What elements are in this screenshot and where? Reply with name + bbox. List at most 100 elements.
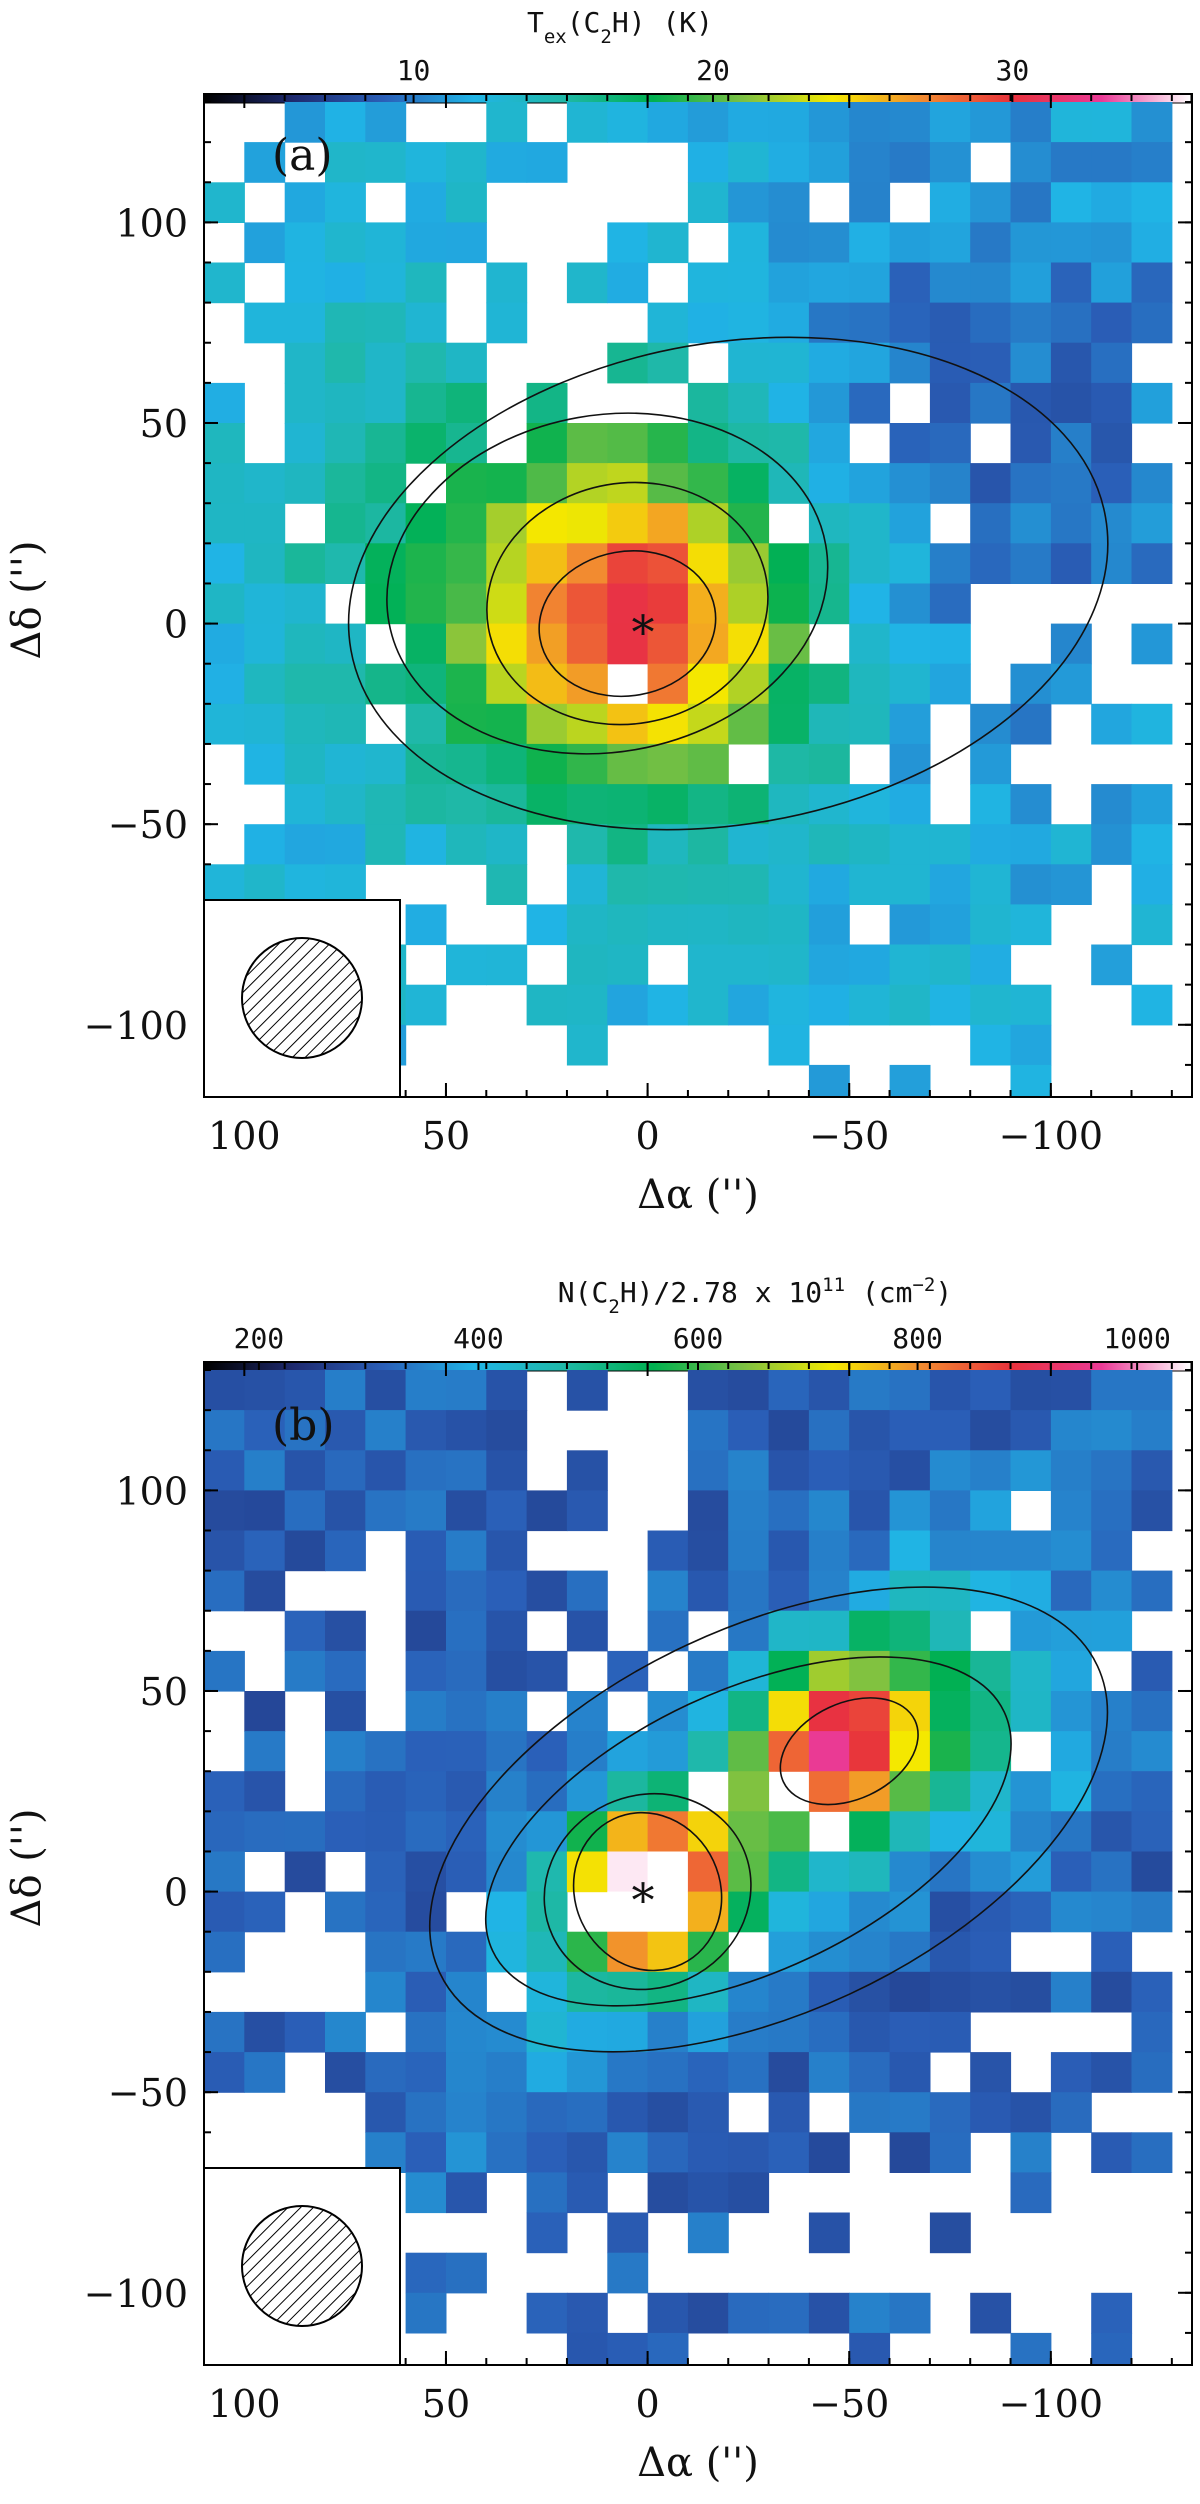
heatmap-cell — [486, 1410, 528, 1451]
heatmap-cell — [1091, 2052, 1133, 2093]
heatmap-cell — [526, 2212, 568, 2254]
heatmap-cell — [446, 1771, 487, 1812]
heatmap-cell — [970, 824, 1012, 865]
heatmap-cell — [284, 1490, 326, 1532]
heatmap-cell — [325, 1410, 366, 1451]
heatmap-cell — [1050, 1891, 1092, 1933]
heatmap-cell — [768, 2292, 810, 2334]
heatmap-cell — [929, 1490, 971, 1532]
heatmap-cell — [204, 1410, 245, 1451]
heatmap-cell — [607, 262, 649, 304]
y-tick-label: −100 — [84, 1004, 188, 1048]
heatmap-cell — [365, 1370, 407, 1411]
heatmap-cell — [808, 262, 850, 304]
heatmap-cell — [244, 623, 286, 665]
heatmap-cell — [325, 142, 366, 183]
y-tick-labels-a: 100 50 0 −50 −100 — [84, 201, 188, 1047]
heatmap-cell — [566, 2172, 608, 2214]
heatmap-cell — [849, 182, 891, 223]
heatmap-cell — [929, 824, 971, 865]
heatmap-cell — [607, 2052, 649, 2093]
heatmap-cell — [889, 1931, 931, 1973]
heatmap-cell — [889, 2092, 931, 2133]
heatmap-cell — [687, 2052, 729, 2093]
heatmap-cell — [687, 1490, 729, 1532]
heatmap-cell — [970, 1891, 1012, 1933]
heatmap-cell — [768, 1450, 810, 1491]
heatmap-cell — [687, 1811, 729, 1852]
heatmap-cell — [607, 102, 649, 143]
heatmap-cell — [244, 1370, 286, 1411]
heatmap-cell — [970, 463, 1012, 504]
heatmap-cell — [365, 262, 407, 304]
heatmap-cell — [808, 904, 850, 946]
heatmap-cell — [244, 1410, 286, 1451]
heatmap-cell — [405, 1891, 447, 1933]
heatmap-cell — [204, 2052, 245, 2093]
x-tick-labels-a: 100 50 0 −50 −100 — [208, 1114, 1103, 1158]
heatmap-cell — [1091, 142, 1133, 183]
contours-b — [428, 1586, 1109, 2053]
heatmap-cell — [728, 1731, 770, 1772]
heatmap-cell — [486, 1650, 528, 1692]
heatmap-cell — [325, 503, 366, 544]
heatmap-cell — [405, 382, 447, 424]
heatmap-cell — [284, 743, 326, 785]
heatmap-cell — [405, 1370, 447, 1411]
heatmap-cell — [526, 142, 568, 183]
heatmap-cell — [970, 2092, 1012, 2133]
heatmap-cell — [325, 663, 366, 705]
heatmap-cell — [607, 342, 649, 384]
heatmap-cell — [970, 102, 1012, 143]
heatmap-cell — [728, 904, 770, 946]
heatmap-cell — [1010, 1811, 1052, 1852]
heatmap-cell — [365, 1851, 407, 1893]
contour-line — [543, 1792, 752, 1991]
heatmap-cell — [204, 1650, 245, 1692]
heatmap-cell — [889, 623, 931, 665]
heatmap-cell — [728, 1851, 770, 1893]
heatmap-cell — [768, 262, 810, 304]
heatmap-cell — [687, 1851, 729, 1893]
heatmap-cell — [808, 583, 850, 625]
heatmap-cell — [1050, 182, 1092, 223]
heatmap-cell — [970, 342, 1012, 384]
heatmap-cell — [889, 904, 931, 946]
heatmap-cell — [446, 463, 487, 504]
heatmap-cell — [486, 583, 528, 625]
heatmap-cell — [970, 2052, 1012, 2093]
heatmap-cell — [244, 1570, 286, 1612]
heatmap-cell — [808, 302, 850, 344]
heatmap-cell — [204, 543, 245, 584]
heatmap-cell — [365, 583, 407, 625]
heatmap-cell — [970, 1530, 1012, 1572]
heatmap-cell — [1010, 784, 1052, 825]
heatmap-cell — [768, 102, 810, 143]
heatmap-cell — [204, 1931, 245, 1973]
heatmap-cell — [687, 784, 729, 825]
heatmap-cell — [849, 1771, 891, 1812]
heatmap-cell — [244, 543, 286, 584]
heatmap-cell — [647, 904, 689, 946]
heatmap-cell — [607, 743, 649, 785]
heatmap-cell — [647, 503, 689, 544]
heatmap-cell — [889, 1450, 931, 1491]
heatmap-cell — [687, 824, 729, 865]
heatmap-cell — [566, 2011, 608, 2053]
heatmap-cell — [325, 864, 366, 905]
heatmap-cell — [929, 663, 971, 705]
heatmap-cell — [1091, 1891, 1133, 1933]
x-tick-label: 0 — [635, 2382, 659, 2426]
heatmap-cell — [365, 663, 407, 705]
heatmap-cell — [808, 1450, 850, 1491]
heatmap-cell — [808, 2052, 850, 2093]
heatmap-cell — [808, 1731, 850, 1772]
heatmap-cell — [768, 1610, 810, 1652]
heatmap-cell — [204, 1851, 245, 1893]
heatmap-cell — [728, 703, 770, 745]
heatmap-cell — [647, 703, 689, 745]
heatmap-cell — [244, 302, 286, 344]
heatmap-cell — [929, 1650, 971, 1692]
heatmap-cell — [325, 784, 366, 825]
contour-line — [779, 1697, 919, 1806]
